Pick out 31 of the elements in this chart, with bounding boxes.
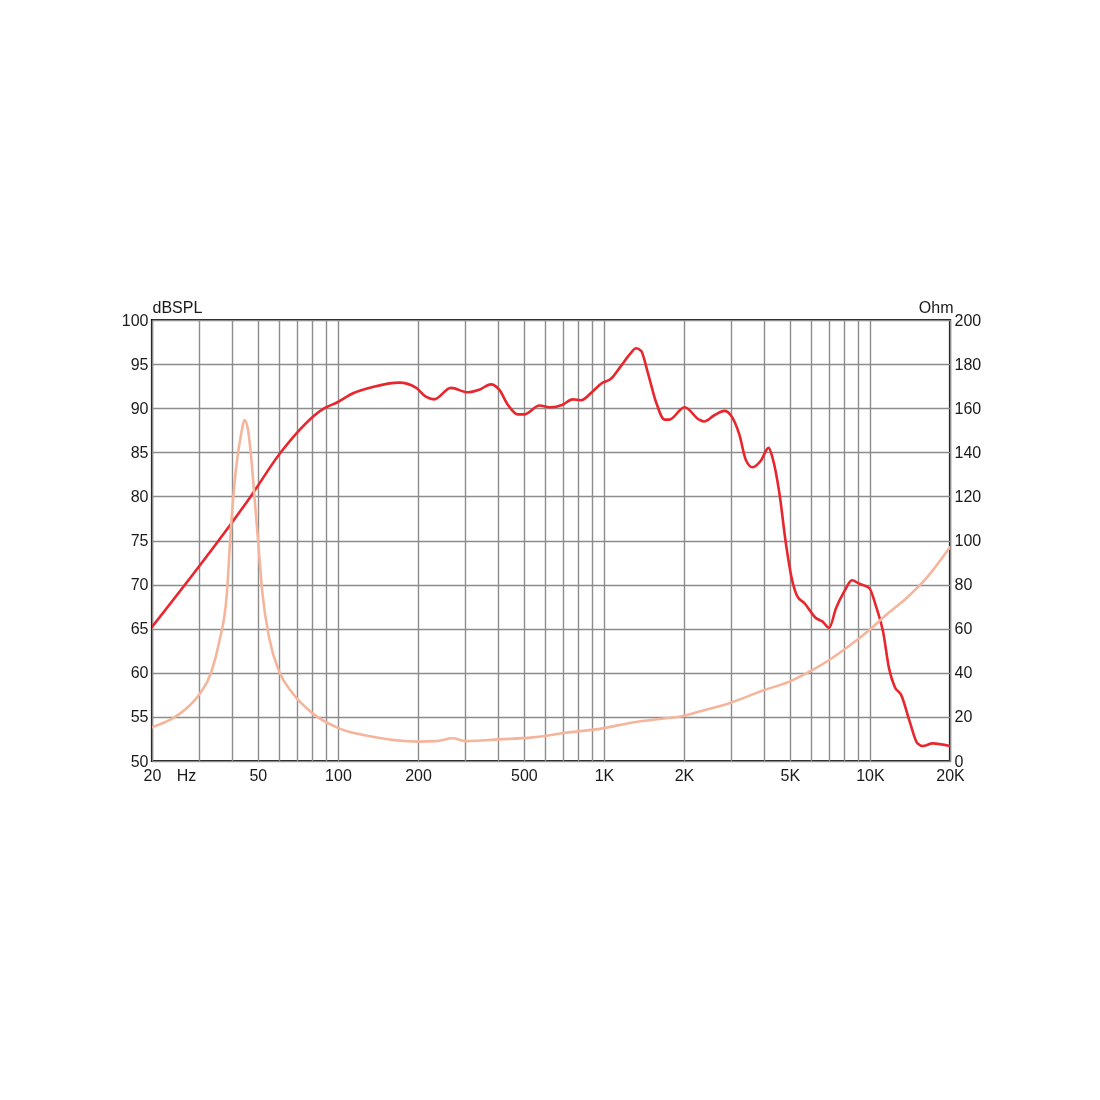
- x-tick-label: 1K: [594, 766, 615, 784]
- y2-tick-label: 140: [954, 443, 982, 461]
- y-tick-label: 85: [130, 443, 149, 461]
- y2-tick-label: 100: [954, 532, 982, 549]
- y2-tick-label: 200: [954, 311, 982, 329]
- y2-axis-title: Ohm: [918, 298, 954, 316]
- y-tick-label: 80: [130, 487, 149, 505]
- x-tick-label: 5K: [780, 766, 801, 784]
- y2-tick-label: 40: [954, 664, 973, 682]
- y2-tick-label: 80: [954, 576, 973, 594]
- x-axis-title: Hz: [176, 766, 197, 784]
- y-tick-label: 65: [130, 620, 149, 638]
- y-tick-label: 75: [130, 532, 149, 549]
- y2-tick-label: 60: [954, 620, 973, 638]
- y-tick-label: 70: [130, 576, 149, 594]
- x-tick-label: 10K: [856, 766, 885, 784]
- y-tick-label: 100: [121, 311, 149, 329]
- y-tick-label: 55: [130, 708, 149, 726]
- x-tick-label: 500: [511, 766, 538, 784]
- y2-tick-label: 180: [954, 355, 982, 373]
- y2-tick-label: 160: [954, 399, 982, 417]
- x-tick-label: 200: [405, 766, 432, 784]
- y2-tick-label: 20: [954, 708, 973, 726]
- y-axis-title: dBSPL: [152, 298, 203, 316]
- x-tick-label: 50: [249, 766, 268, 784]
- y-tick-label: 95: [130, 355, 149, 373]
- y-tick-label: 90: [130, 399, 149, 417]
- y-tick-label: 60: [130, 664, 149, 682]
- x-tick-label: 2K: [674, 766, 695, 784]
- x-tick-label: 100: [325, 766, 352, 784]
- y2-tick-label: 120: [954, 487, 982, 505]
